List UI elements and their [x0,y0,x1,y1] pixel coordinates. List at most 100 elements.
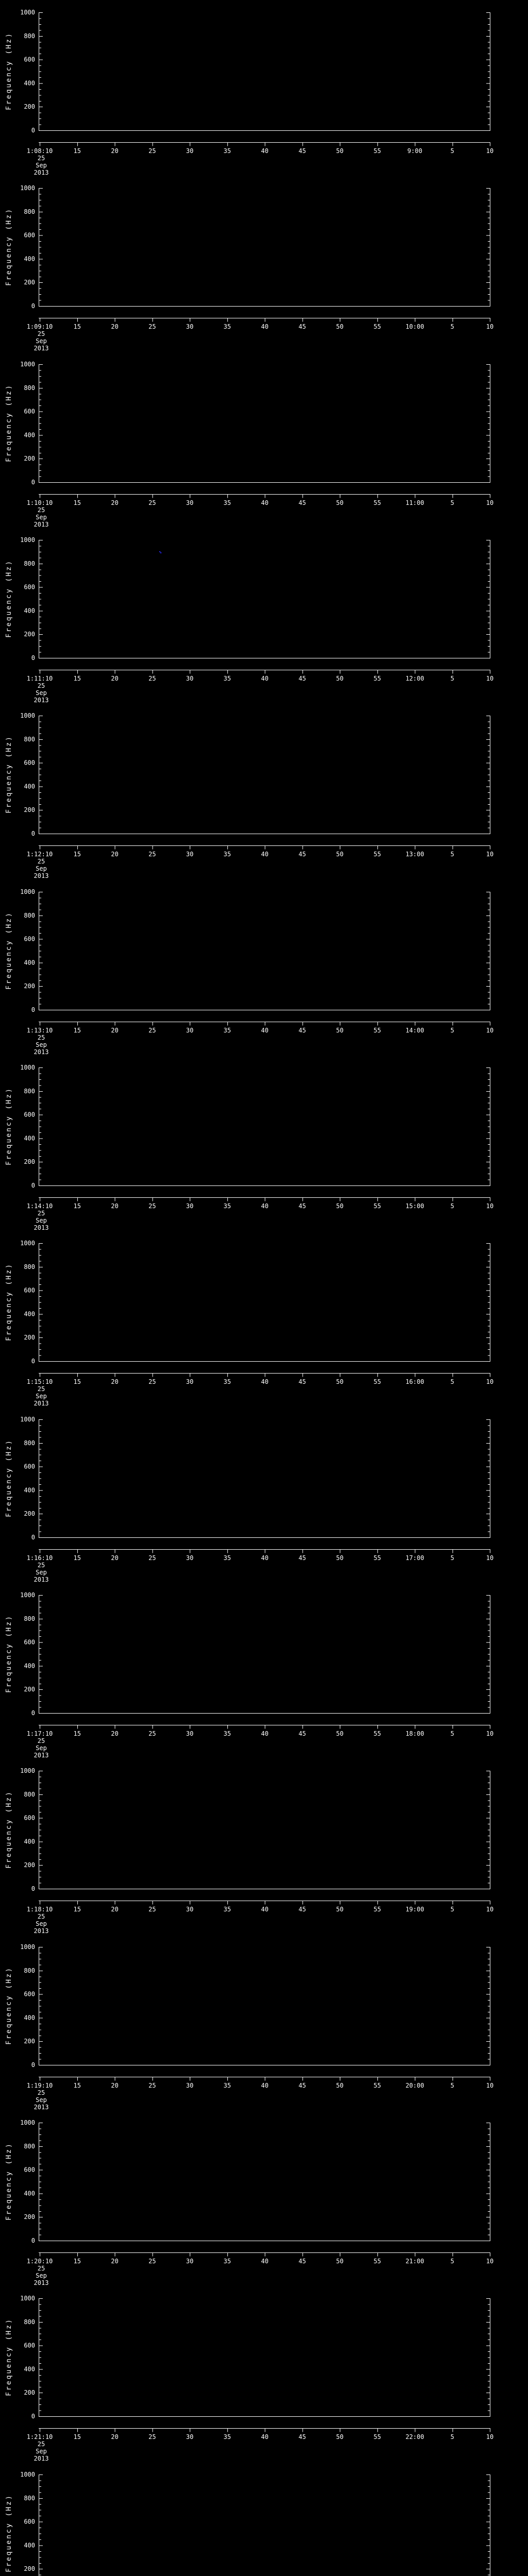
x-tick-label: 45 [299,1906,306,1913]
x-tick-label: 5 [451,1202,454,1210]
x-axis-date-line: Sep [36,1393,47,1400]
x-tick-label: 40 [261,147,268,155]
x-tick-label: 1:09:10 [27,323,53,330]
y-tick-label: 1000 [20,2471,35,2478]
spectrogram-plot: 1000 800 600 400 200 0 Frequency (Hz) 1:09:10 15… [5,184,493,352]
x-axis-date-line: 2013 [34,1048,49,1056]
spectrogram-plot: 1000 800 600 400 200 0 Frequency (Hz) 1:16:10 15… [5,1416,493,1583]
spectrogram-panel: 1000 800 600 400 200 0 Frequency (Hz) 1:09:10 15… [0,176,528,352]
x-axis-date-line: 2013 [34,345,49,352]
y-tick-label: 600 [24,232,35,239]
x-tick-label: 25 [148,675,156,682]
spectrogram-panel: 1000 800 600 400 200 0 Frequency (Hz) 1:12:10 15… [0,703,528,879]
x-tick-label: 30 [186,1378,193,1385]
x-axis-date-line: 2013 [34,697,49,704]
x-axis-date-line: 25 [38,155,45,162]
x-tick-label: 45 [299,1378,306,1385]
x-tick-label: 40 [261,1202,268,1210]
x-tick-label: 5 [451,1554,454,1562]
x-axis-date-line: 25 [38,2441,45,2448]
x-tick-label: 15 [74,2082,81,2089]
y-tick-label: 200 [24,631,35,638]
x-tick-label: 15 [74,147,81,155]
x-axis-date-line: 25 [38,1562,45,1569]
x-tick-label: 40 [261,1730,268,1737]
y-tick-label: 1000 [20,2295,35,2302]
x-axis-date-line: Sep [36,1041,47,1048]
spectrogram-panel: 1000 800 600 400 200 0 Frequency (Hz) 1:10:10 15… [0,352,528,528]
y-tick-label: 200 [24,1686,35,1693]
x-tick-label: 40 [261,1378,268,1385]
x-tick-label: 15 [74,1202,81,1210]
x-tick-label: 1:11:10 [27,675,53,682]
x-tick-label: 10 [486,1906,493,1913]
y-tick-label: 200 [24,2565,35,2572]
x-tick-label: 35 [224,1554,231,1562]
x-tick-label: 1:08:10 [27,147,53,155]
x-tick-label: 50 [336,147,343,155]
y-tick-label: 600 [24,1815,35,1822]
x-tick-label: 45 [299,1554,306,1562]
x-tick-label: 5 [451,1027,454,1034]
x-axis-date-line: Sep [36,337,47,345]
y-axis-title: Frequency (Hz) [5,32,13,110]
x-tick-label: 15 [74,499,81,506]
y-tick-label: 800 [24,384,35,391]
x-tick-label: 35 [224,2433,231,2441]
y-tick-label: 0 [31,127,35,134]
y-tick-label: 400 [24,2541,35,2549]
spectrogram-plot: 1000 800 600 400 200 0 Frequency (Hz) 1:19:10 15… [5,1943,493,2111]
y-tick-label: 0 [31,479,35,486]
x-tick-label: 30 [186,851,193,858]
y-tick-label: 1000 [20,712,35,719]
y-tick-label: 1000 [20,1240,35,1247]
spectrogram-plot: 1000 800 600 400 200 0 Frequency (Hz) 1:14:10 15… [5,1064,493,1231]
x-tick-label: 1:14:10 [27,1202,53,1210]
x-tick-label: 1:10:10 [27,499,53,506]
x-axis-date-line: Sep [36,1569,47,1576]
x-tick-label: 35 [224,1906,231,1913]
x-tick-label: 35 [224,1202,231,1210]
y-tick-label: 1000 [20,536,35,544]
y-tick-label: 200 [24,455,35,462]
x-axis-date-line: 2013 [34,2455,49,2462]
x-axis-date-line: 2013 [34,2104,49,2111]
x-tick-label: 14:00 [405,1027,424,1034]
x-tick-label: 55 [374,1378,381,1385]
y-tick-label: 1000 [20,1943,35,1951]
y-tick-label: 0 [31,1006,35,1013]
x-tick-label: 1:19:10 [27,2082,53,2089]
x-tick-label: 50 [336,1378,343,1385]
spectrogram-plot: 1000 800 600 400 200 0 Frequency (Hz) 1:20:10 15… [5,2119,493,2286]
x-tick-label: 50 [336,675,343,682]
spectrogram-plot: 1000 800 600 400 200 0 Frequency (Hz) 1:10:10 15… [5,361,493,528]
x-axis-date-line: 2013 [34,1927,49,1935]
y-tick-label: 600 [24,56,35,63]
y-tick-label: 0 [31,654,35,662]
y-tick-label: 0 [31,1534,35,1541]
x-tick-label: 17:00 [405,1554,424,1562]
x-tick-label: 11:00 [405,499,424,506]
x-tick-label: 55 [374,851,381,858]
y-tick-label: 0 [31,1182,35,1189]
x-tick-label: 1:20:10 [27,2258,53,2265]
x-tick-label: 25 [148,2082,156,2089]
x-tick-label: 30 [186,147,193,155]
x-tick-label: 50 [336,323,343,330]
spectrogram-panel: 1000 800 600 400 200 0 Frequency (Hz) 1:14:10 15… [0,1055,528,1231]
x-tick-label: 45 [299,1027,306,1034]
x-tick-label: 25 [148,1202,156,1210]
y-tick-label: 1000 [20,361,35,368]
x-tick-label: 25 [148,1730,156,1737]
y-tick-label: 400 [24,1662,35,1669]
x-tick-label: 20 [111,2258,118,2265]
y-axis-title: Frequency (Hz) [5,1263,13,1342]
x-tick-label: 25 [148,1378,156,1385]
x-tick-label: 45 [299,499,306,506]
x-tick-label: 15 [74,851,81,858]
